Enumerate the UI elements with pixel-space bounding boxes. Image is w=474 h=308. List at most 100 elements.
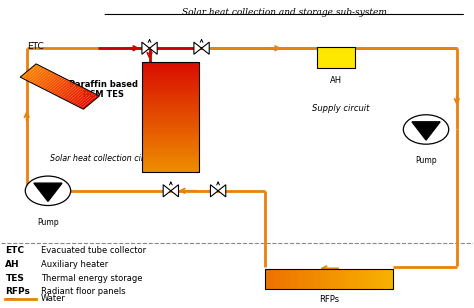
Bar <box>143 152 199 155</box>
Bar <box>143 112 199 115</box>
Bar <box>310 269 314 289</box>
Bar <box>143 163 199 166</box>
Bar <box>143 144 199 146</box>
Bar <box>143 115 199 117</box>
Bar <box>364 269 368 289</box>
Polygon shape <box>58 83 76 97</box>
Bar <box>143 159 199 161</box>
Polygon shape <box>66 87 85 102</box>
Polygon shape <box>46 77 64 91</box>
Bar <box>143 88 199 91</box>
Text: Paraffin based
PCM TES: Paraffin based PCM TES <box>69 80 138 99</box>
Text: AH: AH <box>5 260 20 269</box>
Bar <box>352 269 355 289</box>
Bar <box>143 165 199 168</box>
Polygon shape <box>77 93 95 107</box>
Polygon shape <box>52 80 70 94</box>
Bar <box>143 84 199 86</box>
Bar <box>348 269 352 289</box>
Bar <box>374 269 377 289</box>
Bar <box>143 124 199 126</box>
Polygon shape <box>201 42 209 54</box>
Bar <box>143 148 199 150</box>
Bar <box>297 269 301 289</box>
Polygon shape <box>47 78 66 92</box>
Polygon shape <box>171 185 179 197</box>
Text: Supply circuit: Supply circuit <box>312 103 370 112</box>
Bar <box>269 269 272 289</box>
Polygon shape <box>79 94 97 108</box>
Bar <box>143 62 199 64</box>
Text: Pump: Pump <box>415 156 437 165</box>
Text: RFPs: RFPs <box>5 287 30 296</box>
Polygon shape <box>142 42 150 54</box>
Bar <box>143 86 199 88</box>
Bar <box>143 146 199 148</box>
Bar <box>143 128 199 131</box>
Bar <box>143 132 199 135</box>
Bar <box>288 269 292 289</box>
Polygon shape <box>60 84 78 99</box>
Bar <box>143 77 199 80</box>
Polygon shape <box>27 67 45 81</box>
Polygon shape <box>69 88 87 103</box>
Bar <box>143 157 199 159</box>
Bar <box>387 269 390 289</box>
Polygon shape <box>37 72 55 87</box>
Bar <box>323 269 327 289</box>
Bar <box>143 106 199 108</box>
Circle shape <box>25 176 71 205</box>
Bar <box>329 269 333 289</box>
Text: ETC: ETC <box>27 42 44 51</box>
Text: Pump: Pump <box>37 218 59 227</box>
Bar <box>355 269 358 289</box>
Polygon shape <box>56 82 74 96</box>
Bar <box>278 269 282 289</box>
Bar <box>319 269 323 289</box>
Bar <box>143 99 199 102</box>
Bar <box>358 269 362 289</box>
Circle shape <box>403 115 449 144</box>
Bar <box>361 269 365 289</box>
Polygon shape <box>31 69 49 83</box>
Bar <box>143 121 199 124</box>
Bar <box>143 62 199 172</box>
Text: Water: Water <box>41 294 66 303</box>
Text: Radiant floor panels: Radiant floor panels <box>41 287 126 296</box>
Bar <box>143 75 199 78</box>
Polygon shape <box>412 122 440 140</box>
Polygon shape <box>35 71 53 86</box>
Text: Thermal energy storage: Thermal energy storage <box>41 274 142 282</box>
Bar <box>143 79 199 82</box>
Polygon shape <box>218 185 226 197</box>
Polygon shape <box>75 92 93 106</box>
Bar <box>143 154 199 157</box>
Polygon shape <box>163 185 171 197</box>
Bar <box>143 82 199 84</box>
Polygon shape <box>20 64 38 78</box>
Polygon shape <box>82 95 100 109</box>
Bar <box>143 130 199 133</box>
Polygon shape <box>24 66 43 80</box>
Bar <box>143 168 199 170</box>
Bar <box>304 269 307 289</box>
Bar <box>380 269 384 289</box>
Text: Auxiliary heater: Auxiliary heater <box>41 260 108 269</box>
Bar <box>143 104 199 106</box>
Bar <box>307 269 310 289</box>
Text: Solar heat collection and storage sub-system: Solar heat collection and storage sub-sy… <box>182 8 387 17</box>
Polygon shape <box>150 42 157 54</box>
Bar <box>275 269 279 289</box>
Bar <box>291 269 294 289</box>
Bar <box>143 126 199 128</box>
Polygon shape <box>33 70 51 85</box>
Text: TES: TES <box>5 274 24 282</box>
Polygon shape <box>34 183 62 201</box>
Bar <box>390 269 393 289</box>
Bar <box>281 269 285 289</box>
Polygon shape <box>28 68 46 83</box>
Bar <box>377 269 381 289</box>
Bar <box>336 269 339 289</box>
Bar <box>143 101 199 104</box>
Bar <box>317 269 320 289</box>
